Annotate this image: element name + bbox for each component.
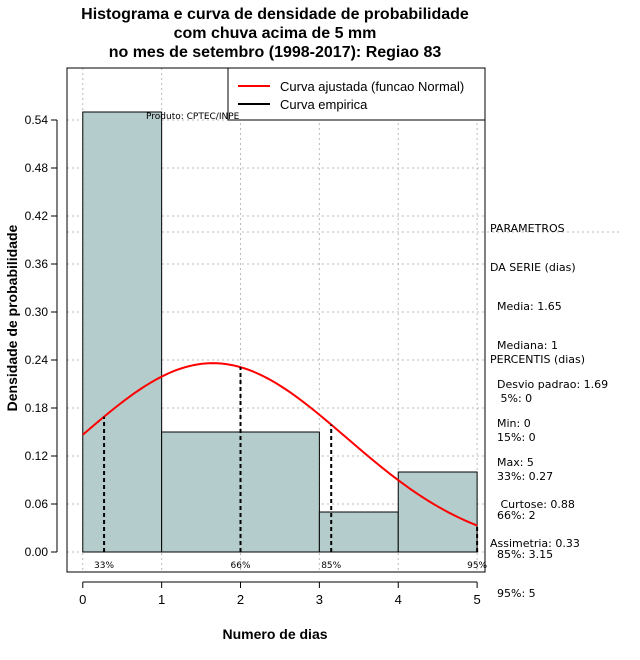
stats-parametros-line: Desvio padrao: 1.69 xyxy=(490,378,609,391)
stats-shape-line: Curtose: 0.88 xyxy=(490,498,575,511)
stats-percentis-line: PERCENTIS (dias) xyxy=(490,353,586,366)
x-tick-label: 3 xyxy=(316,592,323,607)
percentile-label: 95% xyxy=(467,561,487,571)
stats-parametros-line: Min: 0 xyxy=(490,417,531,430)
y-tick-label: 0.06 xyxy=(25,497,49,511)
histogram-bar xyxy=(82,111,163,553)
x-tick-label: 5 xyxy=(473,592,480,607)
y-tick-label: 0.42 xyxy=(25,209,49,223)
y-tick-label: 0.12 xyxy=(25,449,49,463)
y-tick-label: 0.00 xyxy=(25,545,49,559)
y-tick-label: 0.30 xyxy=(25,305,49,319)
chart-title-line-1: Histograma e curva de densidade de proba… xyxy=(81,6,469,23)
stats-percentis-line: 66%: 2 xyxy=(490,509,536,522)
x-tick-label: 2 xyxy=(237,592,244,607)
percentile-label: 33% xyxy=(94,561,114,571)
chart-title-line-2: com chuva acima de 5 mm xyxy=(173,25,377,42)
stats-shape: Curtose: 0.88 Assimetria: 0.33 xyxy=(490,472,580,563)
legend-label: Curva ajustada (funcao Normal) xyxy=(280,79,464,94)
percentile-label: 85% xyxy=(321,561,341,571)
stats-parametros-line: Media: 1.65 xyxy=(490,300,562,313)
histogram-bar xyxy=(318,511,399,553)
x-tick-label: 0 xyxy=(79,592,86,607)
y-axis-label: Densidade de probabilidade xyxy=(4,224,20,412)
x-axis-label: Numero de dias xyxy=(222,626,328,642)
x-tick-label: 1 xyxy=(158,592,165,607)
y-tick-label: 0.48 xyxy=(25,161,49,175)
percentile-label: 66% xyxy=(231,561,251,571)
legend-label: Curva empirica xyxy=(280,97,368,112)
product-annotation: Produto: CPTEC/INPE xyxy=(146,112,240,122)
stats-parametros-line: Mediana: 1 xyxy=(490,339,558,352)
stats-parametros-line: PARAMETROS xyxy=(490,222,565,235)
stats-percentis-line: 85%: 3.15 xyxy=(490,548,554,561)
legend-box xyxy=(227,67,486,121)
y-tick-label: 0.36 xyxy=(25,257,49,271)
histogram-bar xyxy=(397,471,478,553)
y-tick-label: 0.54 xyxy=(25,113,49,127)
stats-shape-line: Assimetria: 0.33 xyxy=(490,537,580,550)
stats-parametros-line: Max: 5 xyxy=(490,456,534,469)
stats-percentis-line: 95%: 5 xyxy=(490,587,536,600)
normal-fit-curve xyxy=(82,362,478,527)
stats-percentis-line: 5%: 0 xyxy=(490,392,533,405)
stats-percentis-line: 33%: 0.27 xyxy=(490,470,554,483)
y-tick-label: 0.24 xyxy=(25,353,49,367)
stats-parametros: PARAMETROS DA SERIE (dias) Media: 1.65 M… xyxy=(490,196,608,482)
stats-parametros-line: DA SERIE (dias) xyxy=(490,261,576,274)
y-tick-label: 0.18 xyxy=(25,401,49,415)
x-tick-label: 4 xyxy=(395,592,402,607)
chart-title-line-3: no mes de setembro (1998-2017): Regiao 8… xyxy=(108,44,442,61)
stats-percentis: PERCENTIS (dias) 5%: 0 15%: 0 33%: 0.27 … xyxy=(490,327,585,613)
stats-percentis-line: 15%: 0 xyxy=(490,431,536,444)
